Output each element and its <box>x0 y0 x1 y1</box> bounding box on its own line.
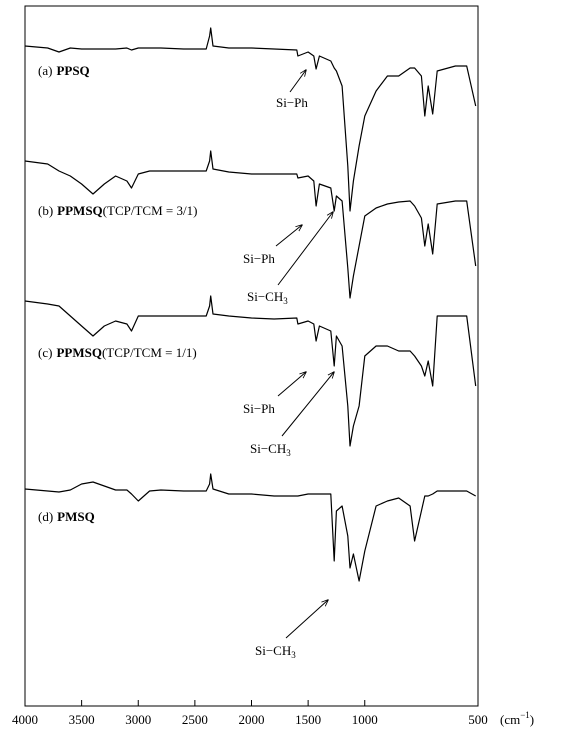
series-label-name: PMSQ <box>57 509 95 524</box>
x-axis-label-text: (cm <box>500 712 520 727</box>
spectrum-line <box>24 295 477 447</box>
annotation-text: Si−CH <box>255 643 291 658</box>
annotation-text: Si−CH <box>250 441 286 456</box>
series-label-tag: (d) <box>38 509 53 524</box>
series-label: (b) PPMSQ(TCP/TCM = 3/1) <box>38 203 197 218</box>
annotation: Si−Ph <box>243 401 275 416</box>
series-label-tag: (a) <box>38 63 52 78</box>
x-tick-label: 3500 <box>69 712 95 727</box>
series-label: (c) PPMSQ(TCP/TCM = 1/1) <box>38 345 197 360</box>
series-label-name: PPSQ <box>56 63 89 78</box>
x-tick-label: 1500 <box>295 712 321 727</box>
series-label-condition: (TCP/TCM = 1/1) <box>102 345 197 360</box>
x-tick-label: 3000 <box>125 712 151 727</box>
annotation-arrow <box>277 212 333 286</box>
x-tick-label: 2500 <box>182 712 208 727</box>
spectrum-line <box>24 473 476 582</box>
annotation-arrow <box>277 372 306 397</box>
series-label-name: PPMSQ <box>56 345 102 360</box>
x-tick-label: 2000 <box>239 712 265 727</box>
x-axis-label-close: ) <box>530 712 534 727</box>
annotation-arrow <box>285 600 328 639</box>
annotation-sub: 3 <box>286 448 291 458</box>
x-tick-label: 500 <box>468 712 488 727</box>
annotation: Si−CH3 <box>250 441 291 458</box>
series-label: (a) PPSQ <box>38 63 90 78</box>
annotation-arrow <box>275 225 302 247</box>
series-label-tag: (c) <box>38 345 52 360</box>
series-label-name: PPMSQ <box>57 203 103 218</box>
x-axis-label: (cm−1) <box>500 710 534 727</box>
annotation: Si−Ph <box>243 251 275 266</box>
spectrum-line <box>24 150 477 299</box>
series-label-condition: (TCP/TCM = 3/1) <box>103 203 198 218</box>
x-axis-label-sup: −1 <box>520 710 530 720</box>
annotation-sub: 3 <box>291 650 296 660</box>
annotation-text: Si−Ph <box>276 95 308 110</box>
annotation: Si−CH3 <box>255 643 296 660</box>
annotation-sub: 3 <box>283 296 288 306</box>
annotation: Si−CH3 <box>247 289 288 306</box>
annotation-arrow <box>289 70 306 93</box>
spectrum-line <box>24 27 477 212</box>
series-label: (d) PMSQ <box>38 509 95 524</box>
annotation-text: Si−Ph <box>243 401 275 416</box>
annotation-text: Si−Ph <box>243 251 275 266</box>
x-tick-label: 4000 <box>12 712 38 727</box>
annotation-arrow <box>281 372 334 437</box>
x-tick-label: 1000 <box>352 712 378 727</box>
series-label-tag: (b) <box>38 203 53 218</box>
annotation: Si−Ph <box>276 95 308 110</box>
annotation-text: Si−CH <box>247 289 283 304</box>
